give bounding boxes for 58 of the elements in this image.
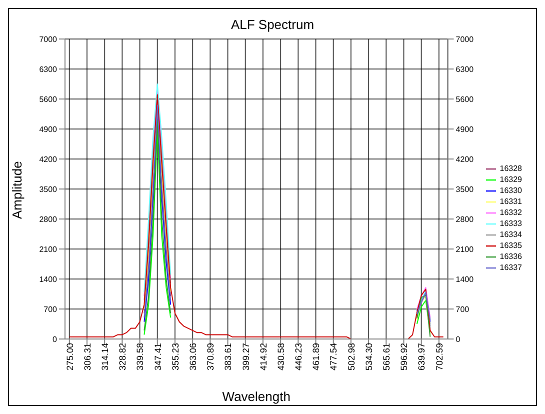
x-tick-label: 639.97 [416, 343, 427, 371]
y2-tick-label: 700 [456, 304, 470, 314]
x-tick-label: 306.31 [82, 343, 92, 371]
y-tick-label: 6300 [39, 64, 58, 74]
legend-label: 16337 [500, 263, 522, 272]
x-tick-label: 370.89 [206, 343, 216, 371]
legend-label: 16329 [500, 175, 522, 184]
y-tick-label: 3500 [39, 184, 58, 194]
y2-tick-label: 2100 [456, 244, 474, 254]
x-tick-label: 355.23 [170, 343, 180, 371]
y2-tick-label: 3500 [456, 184, 474, 194]
x-tick-label: 414.92 [258, 343, 268, 371]
x-tick-label: 430.58 [276, 343, 286, 371]
y-axis-title: Amplitude [10, 161, 25, 219]
y-tick-label: 4200 [39, 154, 58, 164]
chart-title: ALF Spectrum [230, 16, 316, 32]
x-tick-label: 347.41 [152, 343, 163, 371]
legend-label: 16334 [500, 230, 522, 239]
x-tick-label: 275.00 [64, 343, 75, 371]
y-tick-label: 5600 [39, 94, 58, 104]
y-tick-label: 4900 [39, 124, 58, 134]
x-tick-label: 702.59 [434, 343, 444, 371]
y2-tick-label: 5600 [456, 94, 474, 104]
y2-tick-label: 7000 [456, 34, 474, 44]
y2-tick-label: 0 [456, 334, 461, 344]
x-tick-label: 461.89 [311, 343, 322, 371]
x-tick-label: 328.82 [118, 343, 128, 371]
y-tick-label: 2100 [39, 244, 58, 254]
x-tick-label: 477.54 [328, 343, 339, 371]
x-tick-label: 399.27 [240, 343, 251, 371]
x-tick-label: 339.58 [135, 343, 146, 371]
x-tick-label: 502.98 [346, 343, 356, 371]
y-tick-label: 0 [52, 334, 58, 344]
legend-label: 16332 [500, 208, 522, 217]
y2-tick-label: 2800 [456, 214, 474, 224]
x-tick-label: 565.61 [382, 343, 392, 371]
legend-label: 16336 [500, 252, 522, 261]
legend-label: 16331 [500, 197, 522, 206]
line-series [68, 94, 444, 339]
legend-label: 16328 [500, 164, 522, 173]
y2-tick-label: 1400 [456, 274, 474, 284]
legend-label: 16333 [500, 219, 522, 228]
legend-label: 16330 [500, 186, 522, 195]
y-tick-label: 700 [44, 304, 58, 314]
x-tick-label: 534.30 [364, 343, 374, 371]
y-tick-label: 7000 [39, 34, 58, 44]
y2-tick-label: 4200 [456, 154, 474, 164]
x-tick-label: 363.06 [188, 343, 198, 371]
x-axis-title: Wavelength [222, 389, 290, 404]
x-tick-label: 314.14 [100, 343, 110, 371]
y2-tick-label: 6300 [456, 64, 474, 74]
x-tick-label: 446.23 [294, 343, 304, 371]
legend-label: 16335 [500, 241, 522, 250]
x-tick-label: 596.92 [399, 343, 410, 371]
y-tick-label: 1400 [39, 274, 58, 284]
y2-tick-label: 4900 [456, 124, 474, 134]
x-tick-label: 383.61 [223, 343, 234, 371]
y-tick-label: 2800 [39, 214, 58, 224]
